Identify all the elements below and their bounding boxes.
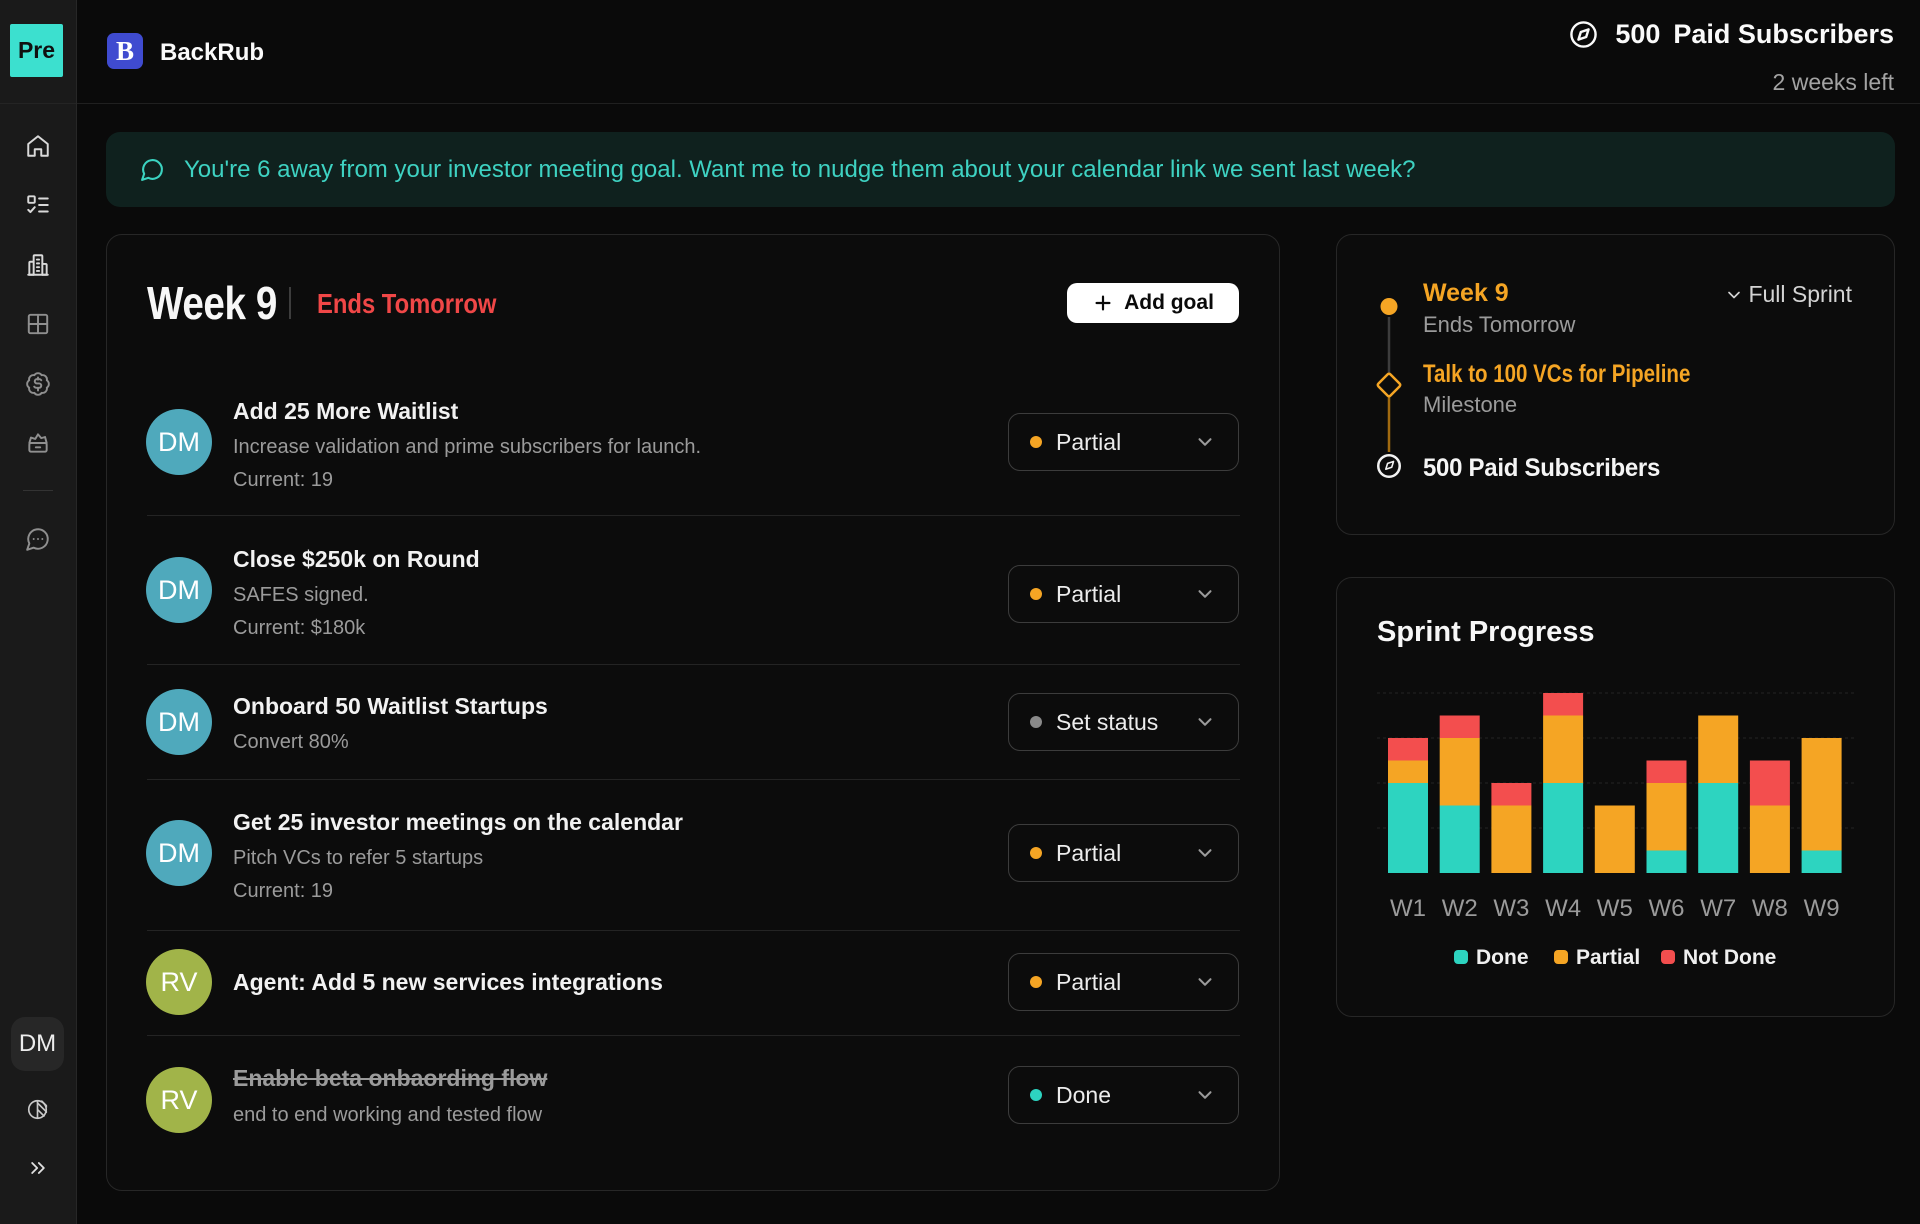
svg-text:W9: W9 xyxy=(1804,895,1840,922)
svg-text:W6: W6 xyxy=(1649,895,1685,922)
svg-text:W8: W8 xyxy=(1752,895,1788,922)
svg-text:W4: W4 xyxy=(1545,895,1581,922)
svg-text:Not Done: Not Done xyxy=(1683,946,1776,969)
svg-text:Done: Done xyxy=(1476,946,1529,969)
svg-text:W5: W5 xyxy=(1597,895,1633,922)
svg-text:Partial: Partial xyxy=(1576,946,1640,969)
svg-text:W3: W3 xyxy=(1493,895,1529,922)
svg-text:W1: W1 xyxy=(1390,895,1426,922)
svg-text:W7: W7 xyxy=(1700,895,1736,922)
svg-text:W2: W2 xyxy=(1442,895,1478,922)
